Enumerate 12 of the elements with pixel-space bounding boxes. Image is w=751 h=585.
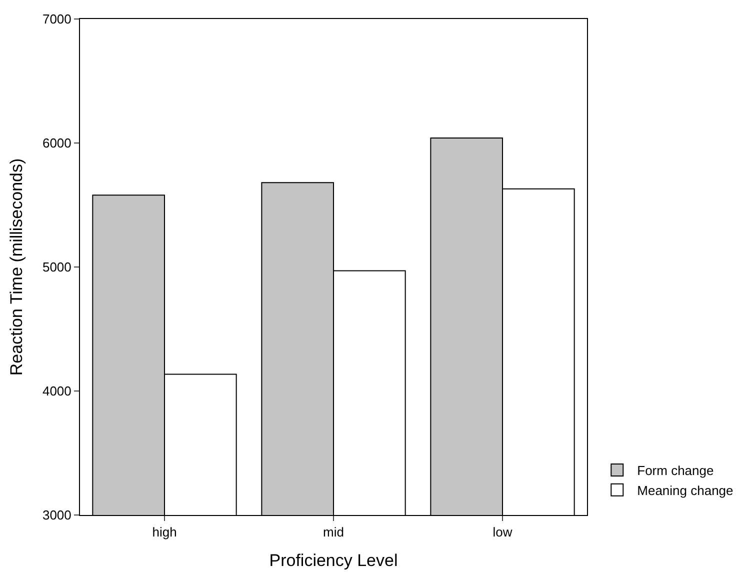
y-tick-label: 4000 <box>42 384 72 399</box>
legend-label: Form change <box>637 463 714 478</box>
y-tick-label: 6000 <box>42 136 72 151</box>
x-tick-label: low <box>492 524 513 540</box>
x-tick-label: mid <box>323 524 344 540</box>
y-axis-title: Reaction Time (milliseconds) <box>7 158 26 376</box>
y-tick-label: 7000 <box>42 12 72 27</box>
x-tick-label: high <box>152 524 177 540</box>
y-tick-label: 3000 <box>42 508 72 523</box>
x-axis-title: Proficiency Level <box>269 551 398 570</box>
legend-label: Meaning change <box>637 483 734 498</box>
y-tick-label: 5000 <box>42 260 72 275</box>
